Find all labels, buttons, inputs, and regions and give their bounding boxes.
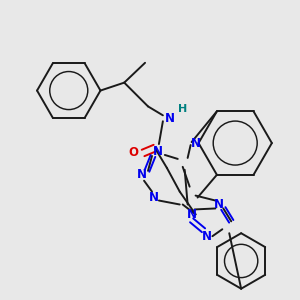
Text: O: O [128, 146, 138, 160]
Text: N: N [149, 191, 159, 204]
Text: N: N [153, 146, 163, 158]
Text: H: H [178, 104, 187, 114]
Text: N: N [202, 230, 212, 243]
Text: N: N [214, 198, 224, 211]
Text: N: N [165, 112, 175, 125]
Text: N: N [137, 168, 147, 181]
Text: N: N [190, 136, 201, 150]
Text: N: N [187, 208, 196, 221]
